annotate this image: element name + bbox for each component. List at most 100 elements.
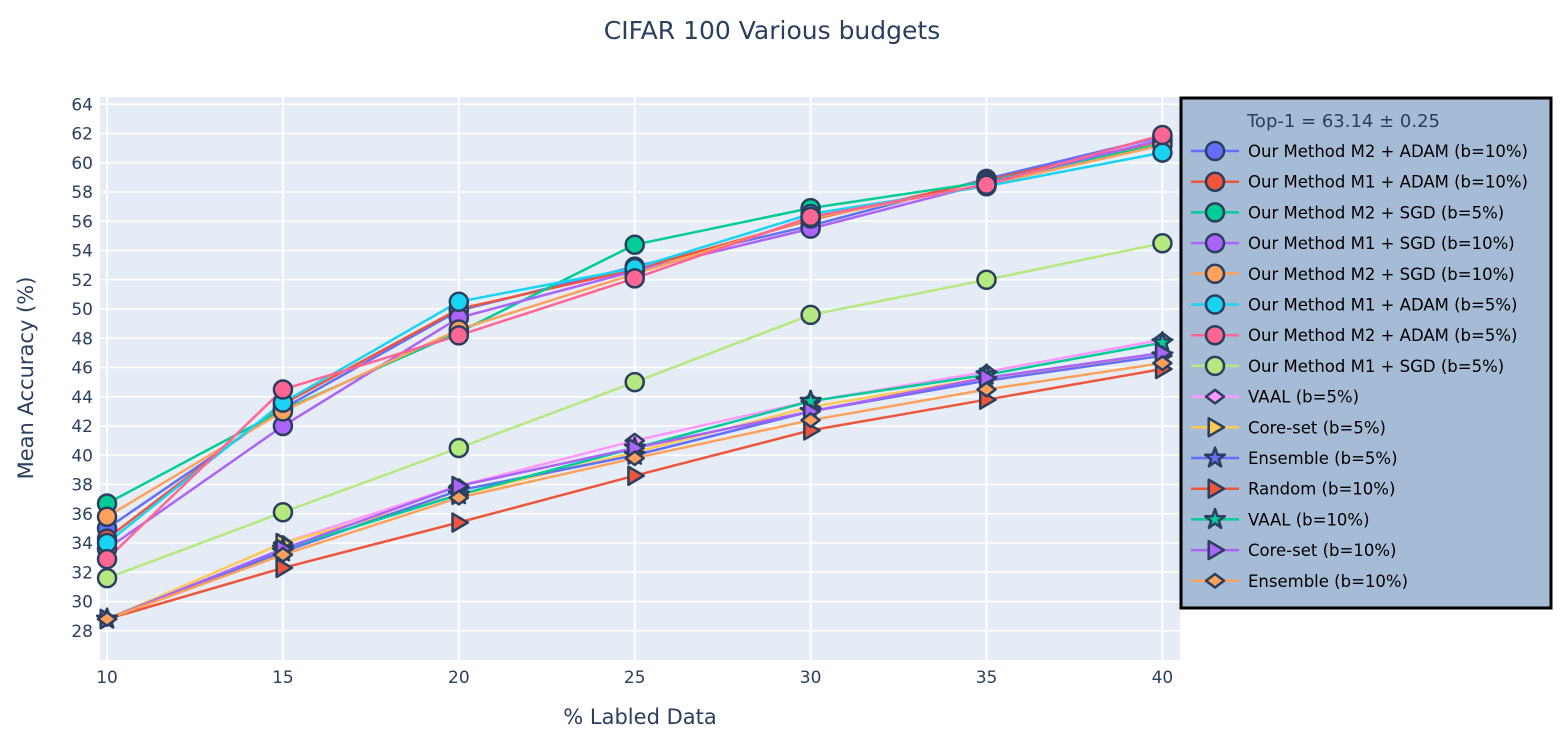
x-tick-label: 30: [800, 668, 822, 688]
y-tick-label: 64: [71, 95, 93, 115]
data-point: [800, 412, 821, 429]
legend-marker: [1207, 478, 1226, 499]
legend-item[interactable]: VAAL (b=5%): [1191, 388, 1359, 407]
chart-title: CIFAR 100 Various budgets: [604, 16, 940, 45]
data-point: [1152, 355, 1173, 372]
legend-marker: [1204, 263, 1226, 285]
legend-item[interactable]: Our Method M2 + SGD (b=10%): [1191, 263, 1515, 285]
data-point: [96, 548, 118, 570]
legend-marker: [1204, 388, 1226, 405]
legend-item[interactable]: Ensemble (b=10%): [1191, 572, 1408, 591]
data-point: [800, 304, 821, 326]
x-tick-label: 25: [624, 668, 646, 688]
y-tick-label: 40: [71, 446, 93, 466]
y-tick-label: 28: [71, 622, 93, 642]
legend-label: VAAL (b=5%): [1248, 388, 1359, 407]
series-7-markers: [96, 124, 1173, 570]
y-axis-label: Mean Accuracy (%): [14, 277, 38, 480]
data-point: [272, 546, 294, 563]
x-tick-label: 40: [1152, 668, 1174, 688]
legend-marker: [1204, 572, 1226, 589]
data-point: [976, 381, 997, 398]
data-point: [624, 371, 645, 393]
legend-box: [1179, 96, 1553, 610]
legend-label: Ensemble (b=10%): [1248, 572, 1408, 591]
x-tick-label: 15: [272, 668, 294, 688]
y-tick-label: 58: [71, 183, 93, 203]
data-point: [624, 234, 645, 255]
y-tick-label: 44: [71, 388, 93, 408]
data-point: [448, 489, 470, 506]
y-tick-label: 62: [71, 125, 93, 145]
series-layer: [95, 124, 1174, 630]
legend-label: Our Method M1 + ADAM (b=10%): [1248, 173, 1528, 192]
legend-marker: [1203, 507, 1227, 530]
legend-item[interactable]: Our Method M1 + ADAM (b=10%): [1191, 171, 1528, 192]
x-tick-label: 10: [96, 668, 118, 688]
data-point: [96, 611, 118, 628]
legend-item[interactable]: Ensemble (b=5%): [1191, 446, 1398, 468]
legend-item[interactable]: Random (b=10%): [1191, 478, 1395, 499]
legend-marker: [1204, 294, 1226, 315]
data-point: [800, 206, 821, 228]
legend-marker: [1204, 171, 1226, 192]
legend-item[interactable]: Our Method M1 + ADAM (b=5%): [1191, 294, 1517, 315]
legend-label: Our Method M2 + ADAM (b=10%): [1248, 142, 1528, 161]
legend-marker: [1207, 417, 1226, 438]
legend-items[interactable]: Our Method M2 + ADAM (b=10%) Our Method M…: [1191, 140, 1528, 591]
y-tick-label: 42: [71, 417, 93, 437]
legend-label: VAAL (b=10%): [1248, 510, 1370, 529]
data-point: [272, 379, 294, 400]
data-point: [96, 567, 118, 589]
series-8-markers: [96, 232, 1173, 589]
data-point: [624, 268, 645, 289]
y-tick-label: 30: [71, 593, 93, 613]
data-point: [976, 269, 997, 291]
y-tick-label: 60: [71, 154, 93, 174]
data-point: [275, 557, 294, 579]
legend-item[interactable]: Core-set (b=10%): [1191, 539, 1396, 561]
series-15-markers: [96, 355, 1173, 628]
y-tick-label: 46: [71, 359, 93, 379]
y-tick-label: 36: [71, 505, 93, 525]
data-point: [624, 450, 645, 467]
legend-label: Our Method M2 + SGD (b=10%): [1248, 265, 1515, 284]
x-axis-label: % Labled Data: [563, 705, 716, 729]
legend-label: Our Method M2 + SGD (b=5%): [1248, 203, 1504, 222]
legend-marker: [1204, 232, 1226, 254]
data-point: [448, 437, 470, 459]
data-point: [1152, 232, 1173, 254]
legend-item[interactable]: Our Method M2 + SGD (b=5%): [1191, 202, 1504, 223]
y-tick-label: 56: [71, 212, 93, 232]
legend-label: Core-set (b=5%): [1248, 418, 1386, 437]
y-tick-label: 48: [71, 329, 93, 349]
data-point: [448, 325, 470, 346]
data-point: [1152, 142, 1173, 163]
legend-item[interactable]: Core-set (b=5%): [1191, 417, 1386, 438]
legend-marker: [1207, 539, 1226, 561]
data-point: [1152, 124, 1173, 146]
legend-item[interactable]: Our Method M1 + SGD (b=10%): [1191, 232, 1515, 254]
legend-marker: [1204, 324, 1226, 346]
y-tick-label: 50: [71, 300, 93, 320]
legend-label: Our Method M1 + SGD (b=10%): [1248, 234, 1515, 253]
legend[interactable]: Top-1 = 63.14 ± 0.25 Our Method M2 + ADA…: [1179, 96, 1553, 610]
data-point: [451, 512, 470, 533]
legend-label: Core-set (b=10%): [1248, 541, 1396, 560]
x-tick-label: 35: [976, 668, 998, 688]
x-tick-label: 20: [448, 668, 470, 688]
data-point: [272, 502, 294, 523]
legend-item[interactable]: Our Method M2 + ADAM (b=5%): [1191, 324, 1517, 346]
legend-item[interactable]: VAAL (b=10%): [1191, 507, 1370, 530]
legend-title: Top-1 = 63.14 ± 0.25: [1246, 111, 1440, 132]
legend-marker: [1204, 202, 1226, 223]
y-tick-label: 34: [71, 534, 93, 554]
grid-lines: [100, 97, 1180, 660]
data-point: [976, 174, 997, 195]
legend-item[interactable]: Our Method M1 + SGD (b=5%): [1191, 355, 1504, 377]
legend-item[interactable]: Our Method M2 + ADAM (b=10%): [1191, 140, 1528, 162]
legend-label: Ensemble (b=5%): [1248, 449, 1398, 468]
y-tick-label: 54: [71, 242, 93, 262]
